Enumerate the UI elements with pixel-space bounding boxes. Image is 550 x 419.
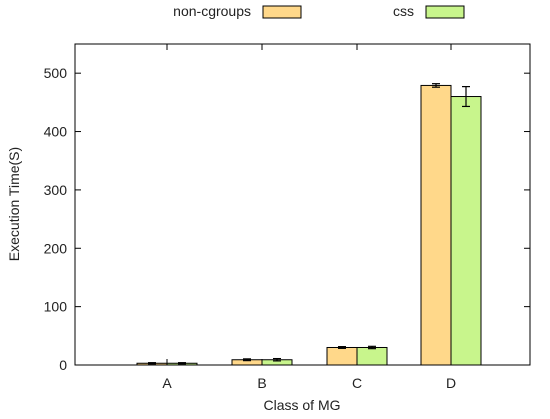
- error-bar-non-cgroups-A: [148, 362, 156, 365]
- x-tick-label: C: [352, 375, 362, 391]
- error-bar-css-A: [178, 362, 186, 365]
- x-axis-title: Class of MG: [263, 397, 340, 413]
- y-tick-label: 0: [59, 357, 67, 373]
- x-tick-label: B: [257, 375, 266, 391]
- y-axis-title: Execution Time(S): [6, 147, 22, 261]
- x-axis-ticks: A B C D: [162, 44, 456, 391]
- error-bar-non-cgroups-B: [243, 358, 251, 362]
- legend-label-css: css: [393, 3, 414, 19]
- error-bar-css-B: [273, 357, 281, 362]
- error-bar-css-D: [462, 86, 470, 108]
- legend: non-cgroups css: [173, 3, 465, 19]
- legend-swatch-css: [425, 5, 465, 19]
- y-tick-label: 100: [44, 299, 68, 315]
- x-tick-label: A: [162, 375, 172, 391]
- bars: [136, 84, 482, 366]
- y-tick-label: 300: [44, 182, 68, 198]
- error-bar-css-C: [368, 345, 376, 350]
- error-bars: [148, 83, 470, 365]
- plot-frame: [74, 43, 531, 366]
- x-tick-label: D: [446, 375, 456, 391]
- bar-non-cgroups-D: [420, 84, 452, 366]
- error-bar-non-cgroups-D: [432, 83, 440, 88]
- legend-label-non-cgroups: non-cgroups: [173, 3, 251, 19]
- y-tick-label: 500: [44, 65, 68, 81]
- y-tick-label: 200: [44, 240, 68, 256]
- y-tick-label: 400: [44, 124, 68, 140]
- bar-non-cgroups-C: [326, 346, 358, 366]
- bar-css-C: [356, 346, 388, 366]
- legend-swatch-non-cgroups: [262, 5, 302, 19]
- error-bar-non-cgroups-C: [338, 346, 346, 349]
- y-axis-ticks: 0 100 200 300 400 500: [44, 65, 530, 373]
- bar-css-D: [450, 96, 482, 366]
